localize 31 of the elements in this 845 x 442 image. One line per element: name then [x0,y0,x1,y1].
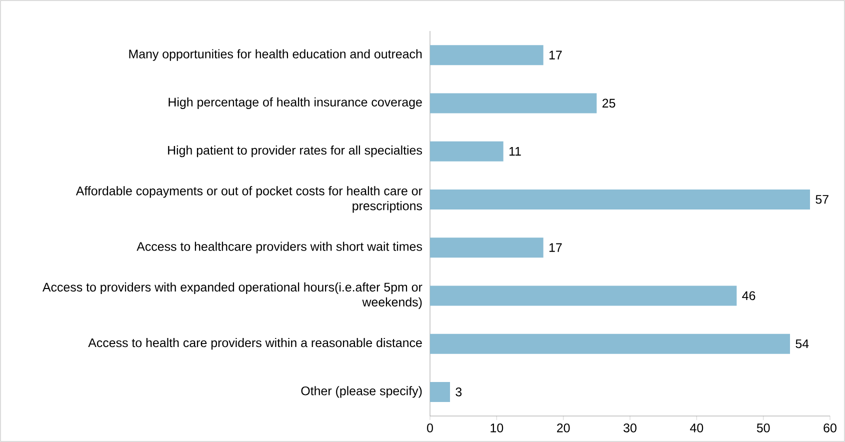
data-label: 17 [549,243,562,252]
x-tick-label: 40 [690,424,704,432]
bar [430,334,790,354]
y-tick-label: Access to health care providers within a reasonable distance [88,338,422,350]
y-tick-label: Other (please specify) [301,386,422,398]
x-tick-label: 30 [624,424,636,432]
y-tick-label: Affordable copayments or out of pocket costs for health care or prescriptions [76,186,422,213]
bar [430,93,597,114]
data-label: 17 [549,50,562,60]
bar [430,238,544,258]
bar [430,286,737,306]
data-label: 57 [816,195,828,204]
data-label: 25 [602,98,616,108]
y-tick-label: High patient to provider rates for all specialties [168,146,422,158]
y-tick-label: Access to providers with expanded operational hours(i.e.after 5pm or weekends) [42,282,422,309]
x-tick-label: 50 [756,424,770,432]
bar [430,189,810,210]
bar [430,382,450,402]
data-label: 11 [509,147,521,156]
x-tick-label: 20 [557,424,570,432]
x-tick-label: 0 [427,424,433,432]
bar [430,141,504,162]
bar [430,45,544,66]
y-tick-label: High percentage of health insurance coverage [168,97,422,109]
y-tick-label: Many opportunities for health education and outreach [129,49,422,61]
data-label: 54 [796,339,809,348]
data-label: 3 [456,388,462,396]
x-tick-label: 10 [490,424,504,432]
y-tick-label: Access to healthcare providers with short wait times [136,242,422,254]
data-label: 46 [742,291,756,300]
x-tick-label: 60 [824,424,836,432]
